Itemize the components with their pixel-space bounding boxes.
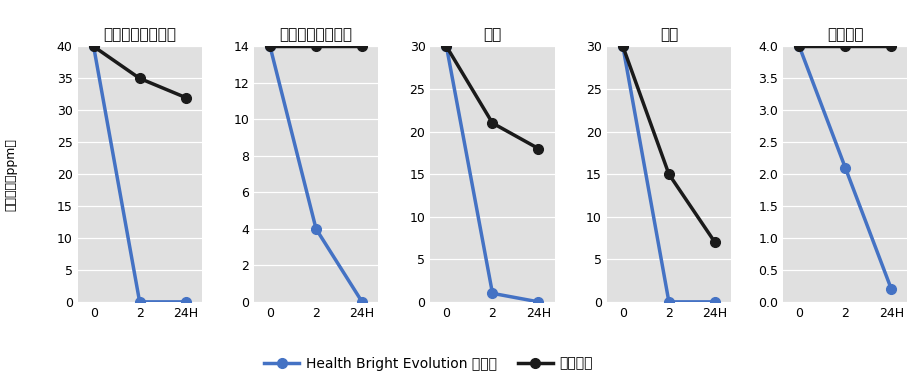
Title: アセトアルデヒド: アセトアルデヒド (280, 27, 353, 43)
Text: 残留濃度（ppm）: 残留濃度（ppm） (5, 138, 17, 211)
Title: ホルムアルデヒド: ホルムアルデヒド (103, 27, 176, 43)
Title: 硫化水素: 硫化水素 (826, 27, 863, 43)
Title: ギ酸: ギ酸 (659, 27, 677, 43)
Legend: Health Bright Evolution 加工品, ブランク: Health Bright Evolution 加工品, ブランク (259, 351, 598, 376)
Title: 酢酸: 酢酸 (483, 27, 501, 43)
